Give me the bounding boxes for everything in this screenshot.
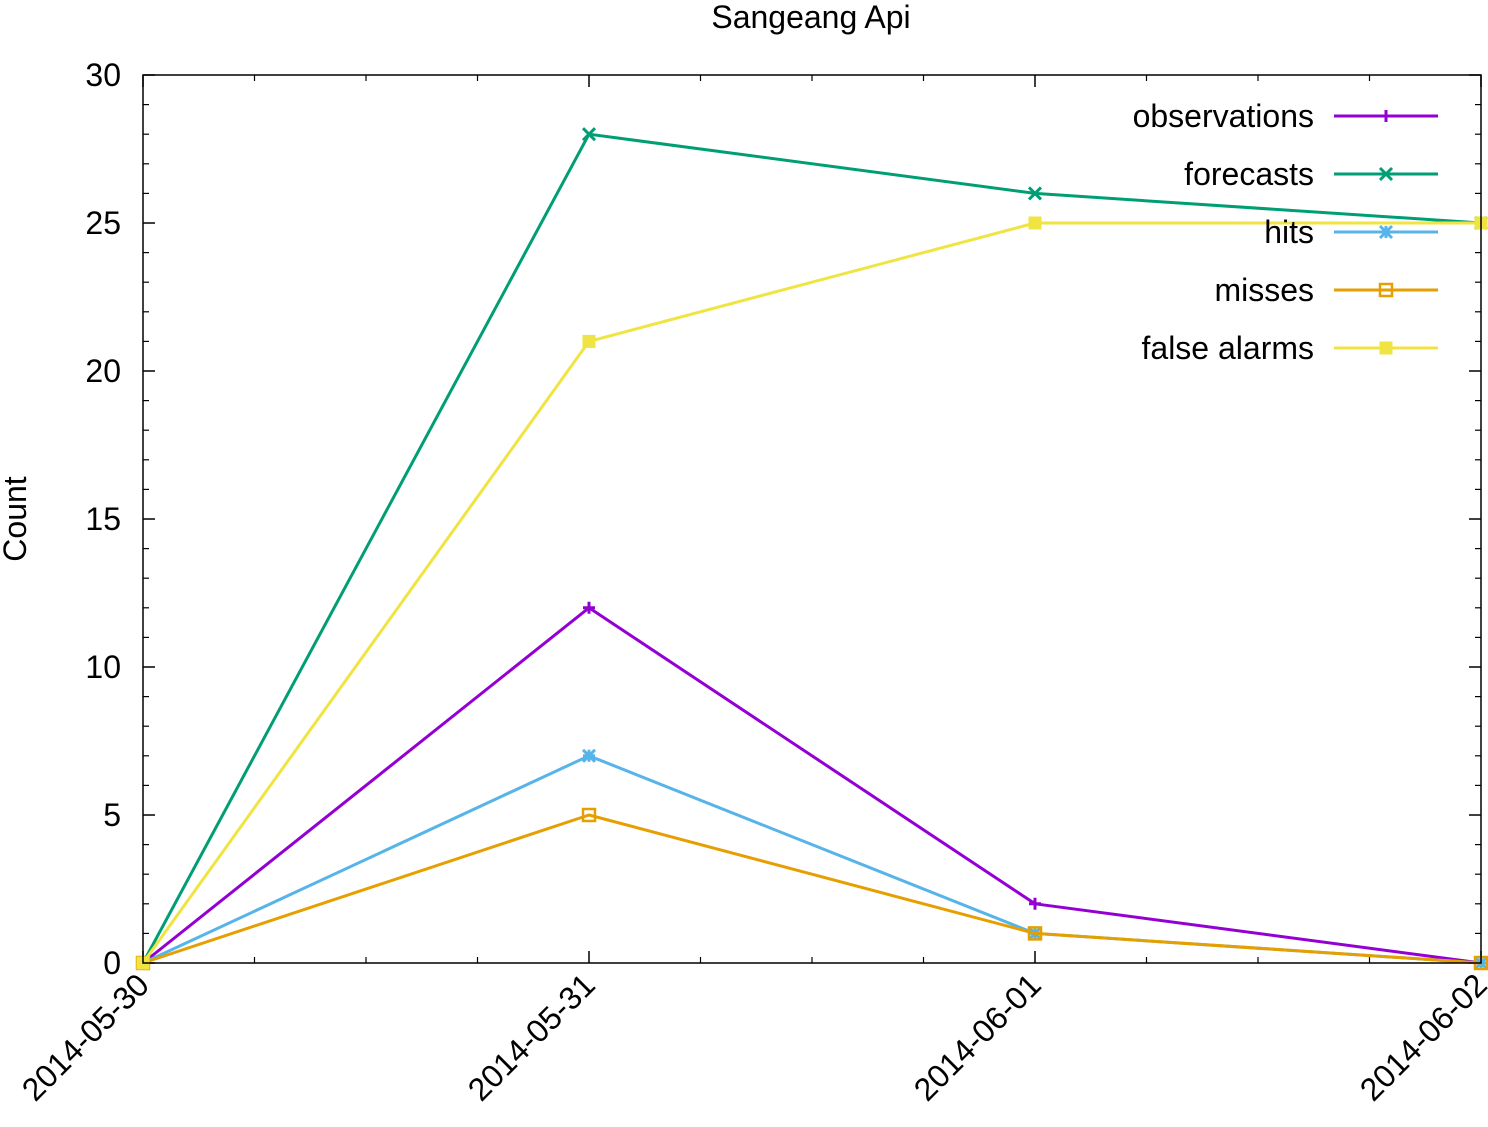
y-tick-label: 30 bbox=[85, 57, 121, 93]
y-tick-label: 20 bbox=[85, 353, 121, 389]
data-point-forecasts bbox=[1027, 186, 1043, 201]
legend-item-misses: misses bbox=[1214, 272, 1438, 308]
data-point-misses bbox=[1027, 926, 1043, 941]
chart-title: Sangeang Api bbox=[711, 0, 910, 35]
legend-label: false alarms bbox=[1142, 330, 1315, 366]
y-tick-label: 0 bbox=[103, 945, 121, 981]
y-axis-label: Count bbox=[0, 476, 33, 562]
legend-marker bbox=[1378, 282, 1394, 298]
legend-label: hits bbox=[1264, 214, 1314, 250]
data-point-misses bbox=[581, 807, 597, 823]
legend-item-hits: hits bbox=[1264, 214, 1438, 250]
legend-marker bbox=[1378, 224, 1394, 240]
legend-item-false-alarms: false alarms bbox=[1142, 330, 1438, 366]
y-tick-label: 15 bbox=[85, 501, 121, 537]
series-line-misses bbox=[142, 813, 1482, 965]
data-point-forecasts bbox=[581, 127, 597, 142]
data-point-false-alarms bbox=[582, 334, 596, 348]
data-point-observations bbox=[1029, 897, 1041, 910]
series-line-false-alarms bbox=[141, 221, 1481, 964]
y-tick-label: 10 bbox=[85, 649, 121, 685]
legend: observations forecasts hits misses false ala… bbox=[1133, 98, 1438, 366]
plot-frame bbox=[142, 74, 1482, 964]
series-line-forecasts bbox=[141, 132, 1482, 964]
data-point-observations bbox=[583, 601, 595, 614]
legend-marker bbox=[1380, 110, 1392, 122]
legend-marker bbox=[1379, 341, 1393, 355]
y-axis: 0 5 10 15 20 25 30 bbox=[85, 57, 1481, 981]
data-point-hits bbox=[581, 748, 597, 763]
y-tick-label: 25 bbox=[85, 205, 121, 241]
legend-marker bbox=[1378, 166, 1394, 182]
y-tick-label: 5 bbox=[103, 797, 121, 833]
series-line-observations bbox=[142, 606, 1482, 965]
legend-item-observations: observations bbox=[1133, 98, 1438, 134]
legend-label: misses bbox=[1214, 272, 1314, 308]
legend-item-forecasts: forecasts bbox=[1184, 156, 1438, 192]
data-point-false-alarms bbox=[1028, 216, 1042, 230]
legend-label: forecasts bbox=[1184, 156, 1314, 192]
legend-label: observations bbox=[1133, 98, 1314, 134]
